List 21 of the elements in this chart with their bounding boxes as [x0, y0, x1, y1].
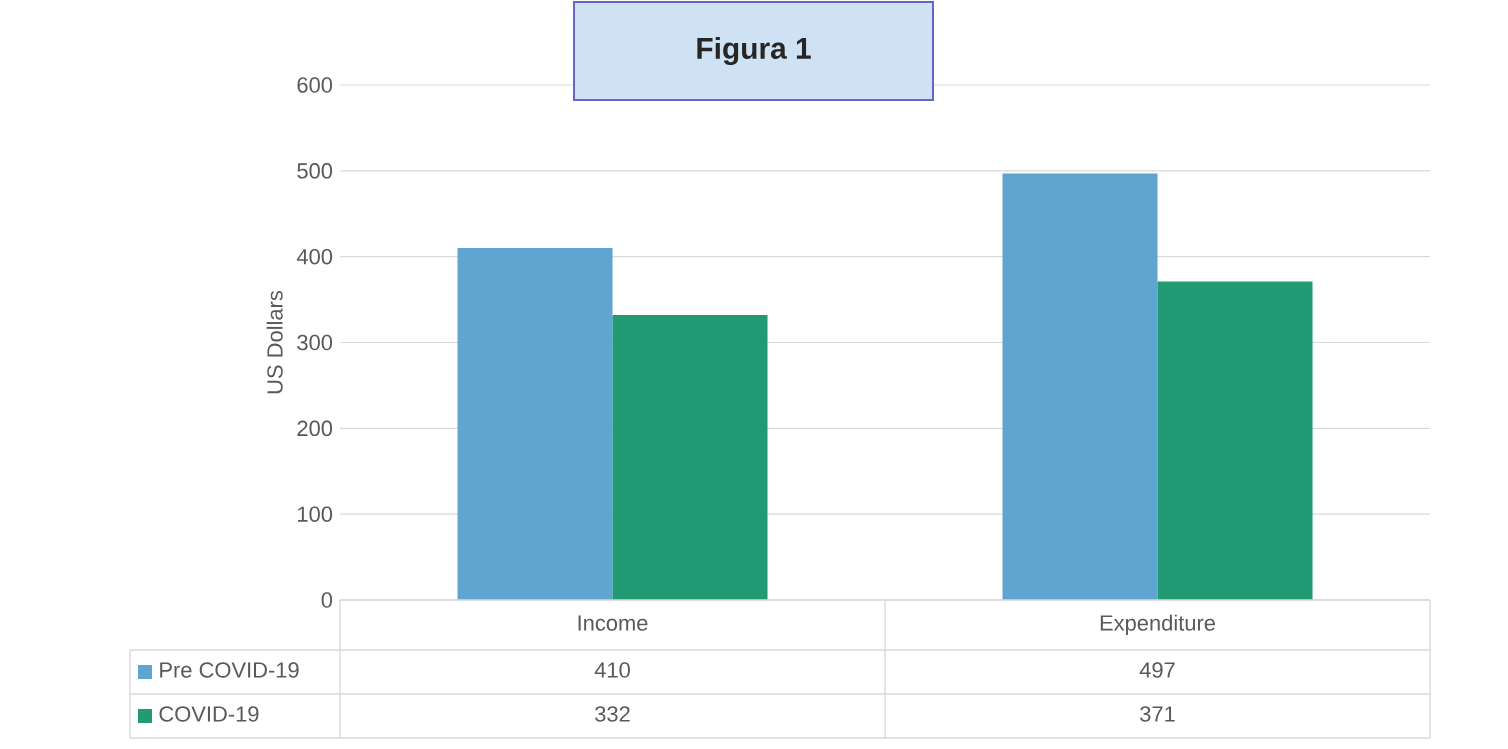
- y-tick-label: 400: [296, 248, 333, 265]
- legend-label: Pre COVID-19: [160, 662, 299, 678]
- y-tick-label: 500: [297, 163, 333, 179]
- bar: [612, 315, 768, 600]
- y-tick-label: 600: [297, 77, 333, 93]
- chart-title: Figura 1: [697, 37, 811, 65]
- bar: [457, 248, 613, 600]
- x-tick-label: Expenditure: [1100, 614, 1216, 636]
- y-tick-label: 100: [298, 506, 333, 522]
- y-tick-label: 200: [297, 420, 333, 437]
- y-tick-label: 0: [321, 592, 333, 608]
- data-label: 371: [1140, 706, 1175, 722]
- y-axis-title: US Dollars: [266, 290, 283, 394]
- bar: [1002, 173, 1158, 600]
- y-tick-label: 300: [297, 334, 333, 351]
- data-label: 332: [595, 706, 630, 722]
- legend-label: COVID-19: [159, 706, 259, 722]
- data-label: 497: [1139, 662, 1175, 678]
- data-label: 410: [594, 662, 630, 678]
- x-tick-label: Income: [578, 615, 648, 631]
- bar: [1157, 281, 1313, 600]
